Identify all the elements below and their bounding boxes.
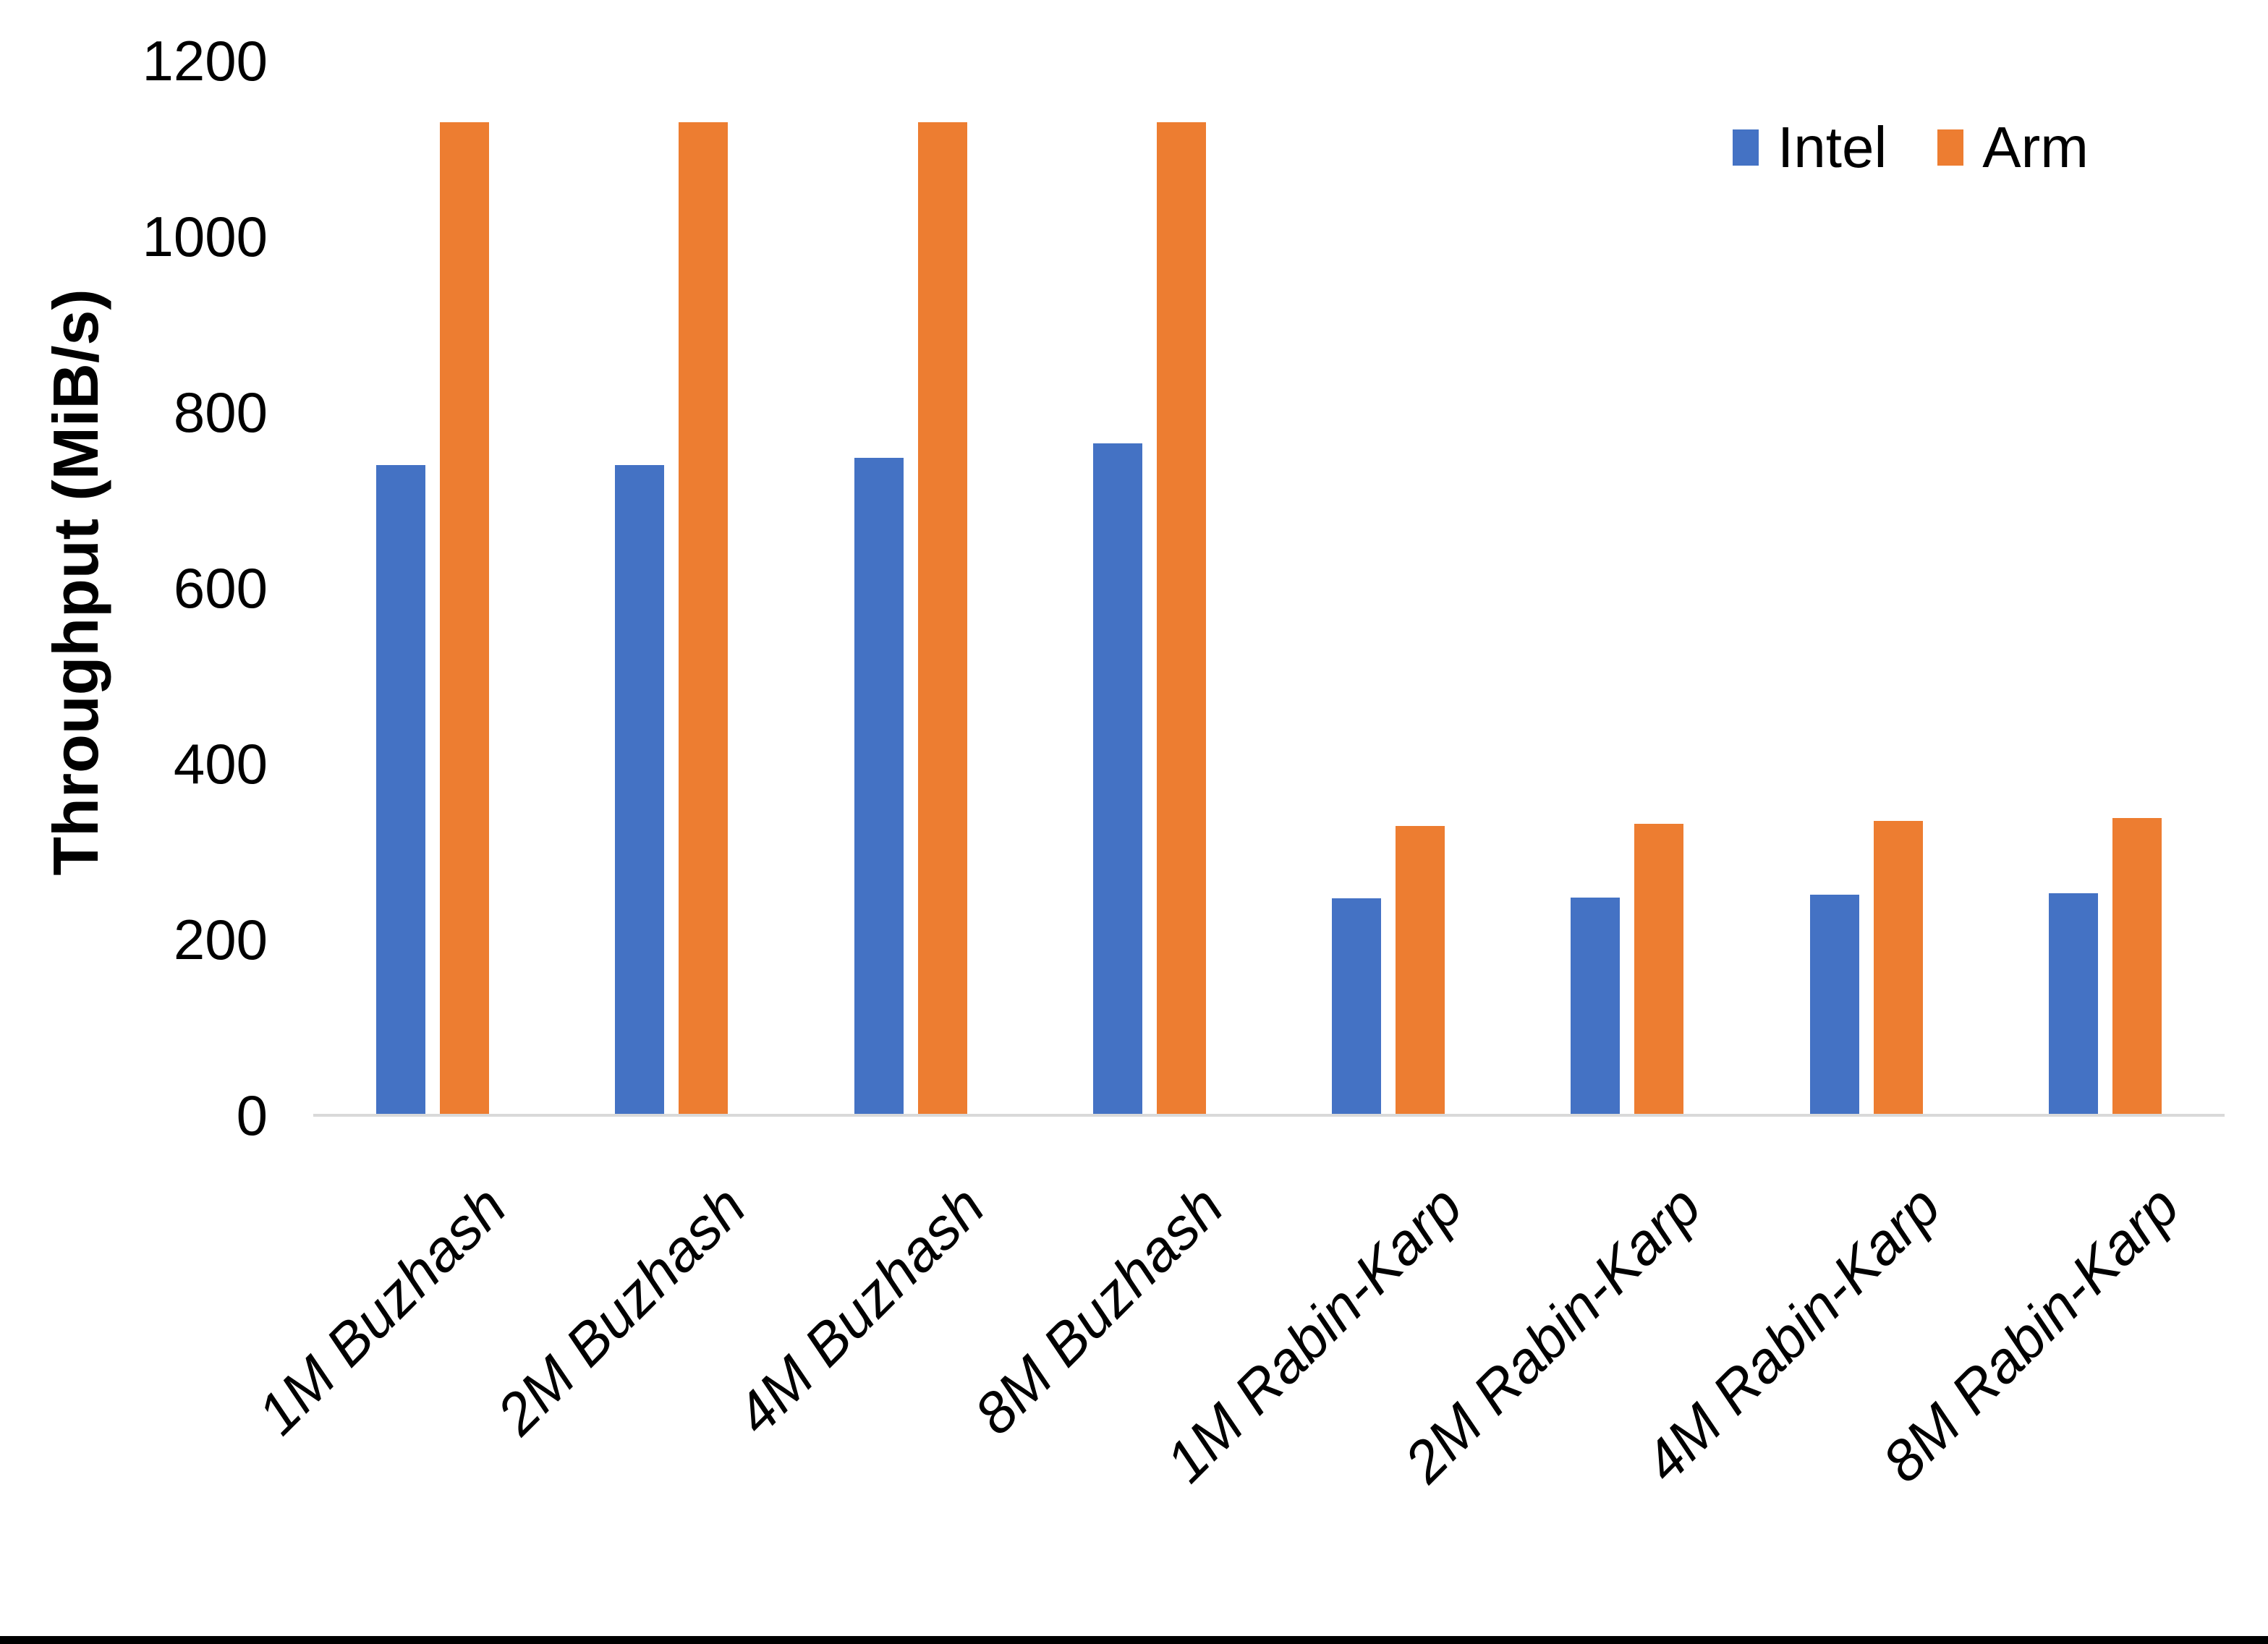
bar-intel-1m-buzhash <box>376 465 426 1115</box>
bar-intel-8m-rabin-karp <box>2048 893 2098 1115</box>
bar-intel-8m-buzhash <box>1092 443 1142 1115</box>
bar-arm-4m-rabin-karp <box>1873 821 1923 1115</box>
bar-arm-1m-rabin-karp <box>1396 826 1445 1115</box>
bar-intel-4m-rabin-karp <box>1809 895 1859 1115</box>
bar-arm-2m-rabin-karp <box>1634 824 1684 1115</box>
arm-legend-label: Arm <box>1982 115 2089 179</box>
y-tick-label-400: 400 <box>173 732 268 796</box>
x-category-label-8m-rabin-karp: 8M Rabin-Karp <box>1132 1173 2191 1494</box>
y-tick-label-0: 0 <box>236 1083 268 1147</box>
legend-item-intel: Intel <box>1733 114 1887 181</box>
bar-arm-8m-buzhash <box>1156 122 1206 1115</box>
y-tick-label-800: 800 <box>173 380 268 444</box>
bar-intel-4m-buzhash <box>854 458 904 1115</box>
y-tick-label-200: 200 <box>173 908 268 971</box>
bar-intel-2m-buzhash <box>615 465 665 1115</box>
y-tick-label-600: 600 <box>173 556 268 620</box>
intel-legend-label: Intel <box>1778 115 1887 179</box>
bar-arm-2m-buzhash <box>679 122 729 1115</box>
legend: Intel Arm <box>1733 114 2089 181</box>
bottom-border <box>0 1636 2268 1644</box>
bar-intel-1m-rabin-karp <box>1332 898 1382 1115</box>
y-tick-label-1200: 1200 <box>142 29 268 93</box>
bar-arm-4m-buzhash <box>917 122 967 1115</box>
intel-legend-swatch <box>1733 129 1759 166</box>
arm-legend-swatch <box>1937 129 1964 166</box>
bar-arm-1m-buzhash <box>440 122 490 1115</box>
x-axis-line <box>313 1114 2225 1117</box>
bar-arm-8m-rabin-karp <box>2112 818 2162 1115</box>
legend-item-arm: Arm <box>1937 114 2089 181</box>
x-category-label-text: 8M Rabin-Karp <box>1870 1173 2191 1495</box>
bar-intel-2m-rabin-karp <box>1571 898 1621 1115</box>
y-tick-label-1000: 1000 <box>142 205 268 268</box>
